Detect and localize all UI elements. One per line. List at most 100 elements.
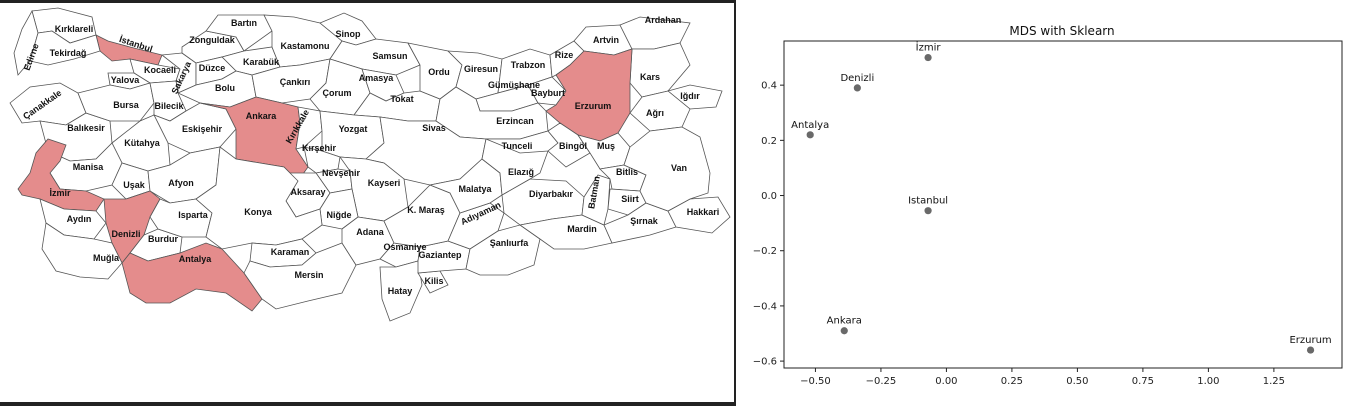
province-label-trabzon: Trabzon (511, 60, 546, 70)
province-label-kocaeli: Kocaeli (144, 65, 176, 75)
point-label-izmir: İzmir (916, 41, 942, 54)
province-label-antalya: Antalya (179, 254, 213, 264)
province-label-samsun: Samsun (372, 51, 407, 61)
x-tick-label: −0.25 (866, 376, 897, 387)
province-label-agri: Ağrı (646, 108, 664, 118)
province-label-kutahya: Kütahya (124, 138, 161, 148)
province-label-osmaniye: Osmaniye (383, 242, 426, 252)
province-label-ardahan: Ardahan (645, 15, 682, 25)
province-label-bilecik: Bilecik (154, 101, 184, 111)
y-tick-label: 0.2 (761, 136, 777, 147)
x-tick-label: 0.00 (935, 376, 957, 387)
province-label-mardin: Mardin (567, 224, 597, 234)
turkey-map-panel: Kırklareli İstanbul Edirne Tekirdağ Kocaeli Y… (0, 0, 736, 406)
mds-chart-panel: MDS with Sklearn −0.50 −0.25 0.00 0.25 0.50 0… (738, 0, 1356, 410)
province-label-denizli: Denizli (111, 229, 140, 239)
province-label-kirklareli: Kırklareli (55, 24, 94, 34)
point-erzurum (1306, 346, 1315, 354)
province-label-kastamonu: Kastamonu (280, 41, 329, 51)
province-konya (195, 146, 323, 250)
province-label-tunceli: Tunceli (502, 141, 533, 151)
province-van (623, 126, 711, 212)
province-label-malatya: Malatya (458, 184, 492, 194)
province-label-aydin: Aydın (67, 214, 92, 224)
province-kars (629, 42, 691, 98)
province-label-bartin: Bartın (231, 18, 257, 28)
province-label-kars: Kars (640, 72, 660, 82)
point-antalya (806, 131, 814, 139)
point-label-erzurum: Erzurum (1289, 335, 1331, 346)
y-tick-label: 0.4 (761, 81, 777, 92)
province-label-mersin: Mersin (294, 270, 323, 280)
province-mugla (41, 222, 123, 280)
province-label-cankiri: Çankırı (280, 77, 311, 87)
province-label-igdir: Iğdır (680, 91, 700, 101)
province-label-sivas: Sivas (422, 123, 446, 133)
y-tick-label: −0.2 (753, 246, 777, 257)
province-label-bingol: Bingöl (559, 141, 587, 151)
province-label-zonguldak: Zonguldak (189, 35, 235, 45)
province-label-kilis: Kilis (424, 276, 443, 286)
plot-area (783, 40, 1343, 369)
x-tick-label: 1.00 (1197, 376, 1219, 387)
province-label-balikesir: Balıkesir (67, 123, 105, 133)
province-label-amasya: Amasya (359, 73, 395, 83)
province-label-sirnak: Şırnak (630, 216, 659, 226)
province-label-siirt: Siirt (621, 194, 639, 204)
province-label-k-maras: K. Maraş (407, 205, 445, 215)
point-label-antalya: Antalya (791, 120, 829, 131)
province-label-hatay: Hatay (388, 286, 413, 296)
province-bingol (547, 122, 591, 168)
province-label-erzincan: Erzincan (496, 116, 534, 126)
province-label-nevsehir: Nevşehir (322, 168, 361, 178)
province-label-kirsehir: Kırşehir (302, 143, 337, 153)
point-izmir (924, 53, 932, 62)
province-label-van: Van (671, 163, 687, 173)
province-label-sinop: Sinop (336, 29, 361, 39)
province-label-usak: Uşak (123, 180, 146, 190)
province-label-gumushane: Gümüşhane (488, 80, 540, 90)
province-label-corum: Çorum (323, 88, 352, 98)
point-label-denizli: Denizli (840, 73, 874, 84)
province-label-rize: Rize (555, 50, 574, 60)
province-label-burdur: Burdur (148, 234, 178, 244)
y-tick-label: −0.6 (753, 357, 777, 368)
point-ankara (840, 327, 848, 335)
province-label-aksaray: Aksaray (290, 187, 325, 197)
province-label-ordu: Ordu (428, 67, 450, 77)
province-label-kayseri: Kayseri (368, 178, 401, 188)
mds-scatter-chart: MDS with Sklearn −0.50 −0.25 0.00 0.25 0.50 0… (753, 24, 1343, 387)
province-label-mus: Muş (597, 141, 615, 151)
province-label-sanliurfa: Şanlıurfa (490, 238, 530, 248)
province-label-tokat: Tokat (390, 94, 413, 104)
province-label-gaziantep: Gaziantep (418, 250, 462, 260)
province-label-giresun: Giresun (464, 64, 498, 74)
province-label-nigde: Niğde (326, 210, 351, 220)
y-tick-label: 0.0 (761, 191, 777, 202)
province-label-adana: Adana (356, 227, 385, 237)
province-label-bitlis: Bitlis (616, 167, 638, 177)
province-label-eskisehir: Eskişehir (182, 124, 223, 134)
province-label-erzurum: Erzurum (575, 101, 612, 111)
point-label-istanbul: Istanbul (908, 196, 948, 207)
province-label-bayburt: Bayburt (531, 88, 565, 98)
province-label-duzce: Düzce (199, 63, 226, 73)
province-label-ankara: Ankara (246, 111, 278, 121)
province-label-konya: Konya (244, 207, 273, 217)
y-tick-label: −0.4 (753, 301, 777, 312)
x-tick-label: 0.50 (1066, 376, 1088, 387)
province-label-tekirdag: Tekirdağ (50, 48, 87, 58)
point-label-ankara: Ankara (827, 316, 862, 327)
x-tick-label: 1.25 (1263, 376, 1285, 387)
province-label-afyon: Afyon (168, 178, 194, 188)
province-label-artvin: Artvin (593, 35, 619, 45)
province-label-elazig: Elazığ (508, 167, 534, 177)
point-denizli (853, 84, 861, 92)
province-label-diyarbakir: Diyarbakır (529, 189, 574, 199)
province-label-yozgat: Yozgat (339, 124, 368, 134)
province-label-karaman: Karaman (271, 247, 310, 257)
x-tick-label: −0.50 (800, 376, 831, 387)
province-label-isparta: Isparta (178, 210, 209, 220)
province-label-mugla: Muğla (93, 253, 120, 263)
